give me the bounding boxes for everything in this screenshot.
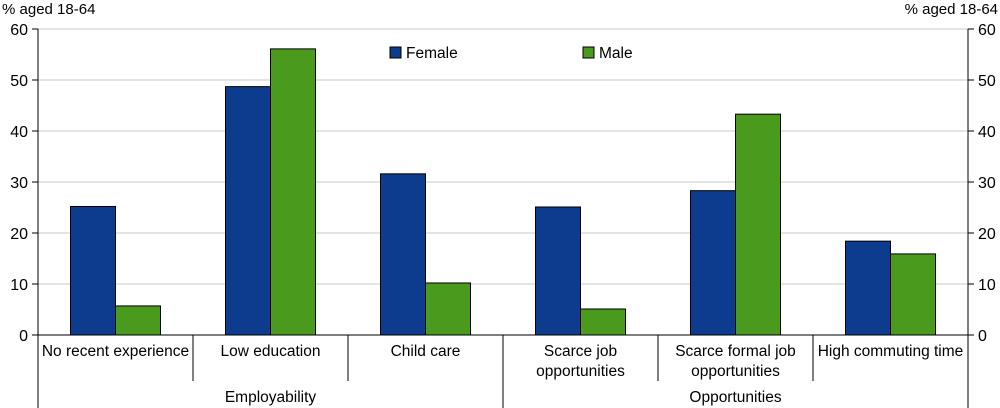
right-tick-label: 10 xyxy=(978,277,996,294)
group-label: Opportunities xyxy=(689,389,781,406)
left-tick-label: 60 xyxy=(10,22,28,39)
bar-male-4 xyxy=(735,113,781,336)
legend-label-male: Male xyxy=(599,45,633,62)
left-tick-label: 20 xyxy=(10,226,28,243)
right-tick-label: 50 xyxy=(978,73,996,90)
bar-male-5 xyxy=(890,253,936,336)
bar-male-0 xyxy=(115,305,161,336)
gridlines xyxy=(38,28,968,285)
category-label: Low education xyxy=(221,343,321,360)
bars xyxy=(70,48,936,336)
bar-female-0 xyxy=(70,205,116,336)
category-label: Scarce formal job xyxy=(675,343,796,360)
left-tick-label: 0 xyxy=(19,328,28,345)
axes xyxy=(37,29,969,408)
category-label: opportunities xyxy=(691,363,780,380)
bar-female-5 xyxy=(845,240,891,336)
bar-female-4 xyxy=(690,190,736,336)
category-label: Child care xyxy=(391,343,461,360)
category-label: High commuting time xyxy=(818,343,964,360)
legend-label-female: Female xyxy=(406,45,458,62)
legend-swatch-male xyxy=(582,46,595,59)
bar-male-2 xyxy=(425,282,471,336)
category-label: No recent experience xyxy=(42,343,189,360)
right-y-axis-unit: % aged 18-64 xyxy=(905,1,998,18)
category-label: opportunities xyxy=(536,363,625,380)
left-tick-label: 40 xyxy=(10,124,28,141)
right-tick-label: 30 xyxy=(978,175,996,192)
left-tick-label: 30 xyxy=(10,175,28,192)
bar-female-1 xyxy=(225,86,271,336)
legend: Female Male xyxy=(389,45,633,62)
left-tick-label: 10 xyxy=(10,277,28,294)
bar-male-3 xyxy=(580,308,626,336)
right-tick-label: 0 xyxy=(978,328,987,345)
bar-female-2 xyxy=(380,173,426,336)
bar-female-3 xyxy=(535,206,581,336)
right-tick-label: 40 xyxy=(978,124,996,141)
legend-swatch-female xyxy=(389,46,402,59)
right-y-axis: 0 10 20 30 40 50 60 xyxy=(968,22,996,345)
right-tick-label: 20 xyxy=(978,226,996,243)
category-labels: No recent experience Low education Child c… xyxy=(42,343,963,380)
left-tick-label: 50 xyxy=(10,73,28,90)
group-label: Employability xyxy=(225,389,317,406)
category-label: Scarce job xyxy=(544,343,617,360)
left-y-axis-unit: % aged 18-64 xyxy=(2,1,95,18)
left-y-axis: 0 10 20 30 40 50 60 xyxy=(10,22,38,345)
right-tick-label: 60 xyxy=(978,22,996,39)
bar-male-1 xyxy=(270,48,316,336)
group-labels: Employability Opportunities xyxy=(225,389,782,406)
